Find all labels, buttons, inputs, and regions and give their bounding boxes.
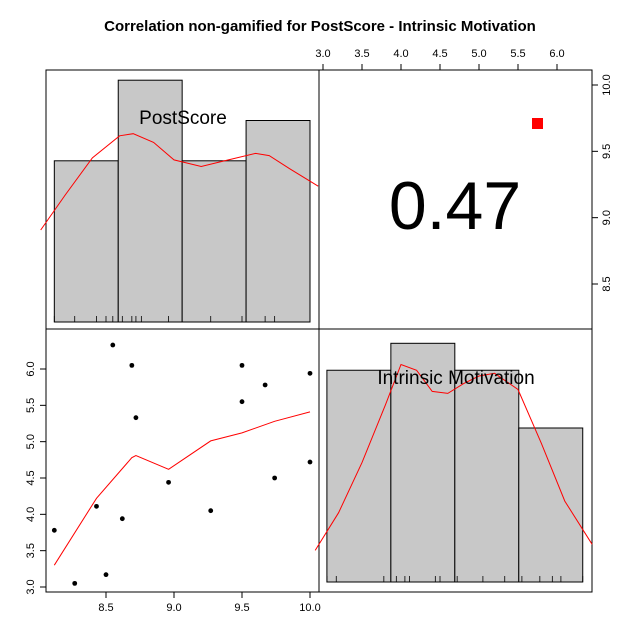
scatter-point xyxy=(51,527,57,533)
correlation-value: 0.47 xyxy=(389,168,521,244)
right-axis-tick-label: 9.5 xyxy=(601,144,613,159)
left-axis-tick-label: 4.0 xyxy=(25,507,37,522)
bottom-axis-tick-label: 10.0 xyxy=(299,602,320,614)
scatter-point xyxy=(166,479,171,485)
top-axis-tick-label: 6.0 xyxy=(549,48,564,60)
left-axis-tick-label: 5.0 xyxy=(25,434,37,449)
left-axis-tick-label: 5.5 xyxy=(25,398,37,413)
postscore-hist-bar xyxy=(117,79,183,323)
scatter-point xyxy=(239,362,245,368)
scatter-point xyxy=(94,503,99,509)
label-postscore: PostScore xyxy=(139,108,227,129)
top-axis-tick-label: 4.0 xyxy=(393,48,408,60)
postscore-density-line xyxy=(40,133,319,231)
scatter-point xyxy=(133,415,139,421)
scatter-point xyxy=(307,370,313,376)
bottom-axis-tick-label: 9.0 xyxy=(166,602,181,614)
bottom-axis-tick-label: 9.5 xyxy=(234,602,249,614)
motivation-hist-bar xyxy=(454,369,520,583)
motivation-density-line xyxy=(314,363,593,551)
motivation-hist-bar xyxy=(390,342,456,583)
left-axis-tick-label: 6.0 xyxy=(25,361,37,376)
chart-title: Correlation non-gamified for PostScore -… xyxy=(104,18,536,35)
left-axis-tick-label: 3.0 xyxy=(25,579,37,594)
panel-motivation-hist xyxy=(318,328,593,593)
scatter-point xyxy=(110,342,116,348)
smooth-fit-line xyxy=(53,411,311,566)
scatter-point xyxy=(272,475,278,481)
scatter-point xyxy=(129,362,135,368)
postscore-hist-bar xyxy=(53,160,119,323)
right-axis-tick-label: 8.5 xyxy=(601,276,613,291)
motivation-hist-bar xyxy=(518,427,584,583)
top-axis-tick-label: 3.5 xyxy=(354,48,369,60)
scatter-point xyxy=(103,572,109,578)
scatter-point xyxy=(72,580,78,586)
right-axis-tick-label: 10.0 xyxy=(601,74,613,95)
left-axis-tick-label: 4.5 xyxy=(25,470,37,485)
top-axis-tick-label: 5.5 xyxy=(510,48,525,60)
postscore-hist-bar xyxy=(181,160,247,323)
scatter-point xyxy=(262,382,268,388)
scatter-point xyxy=(307,459,313,465)
left-axis-tick-label: 3.5 xyxy=(25,543,37,558)
label-intrinsic-motivation: Intrinsic Motivation xyxy=(377,368,534,389)
postscore-hist-bar xyxy=(245,120,311,323)
significance-marker xyxy=(532,118,543,129)
motivation-hist-bar xyxy=(326,369,392,583)
top-axis-tick-label: 5.0 xyxy=(471,48,486,60)
top-axis-tick-label: 4.5 xyxy=(432,48,447,60)
scatter-point xyxy=(239,399,245,405)
right-axis-tick-label: 9.0 xyxy=(601,210,613,225)
bottom-axis-tick-label: 8.5 xyxy=(98,602,113,614)
scatter-point xyxy=(208,508,214,514)
scatter-point xyxy=(119,516,125,522)
top-axis-tick-label: 3.0 xyxy=(315,48,330,60)
